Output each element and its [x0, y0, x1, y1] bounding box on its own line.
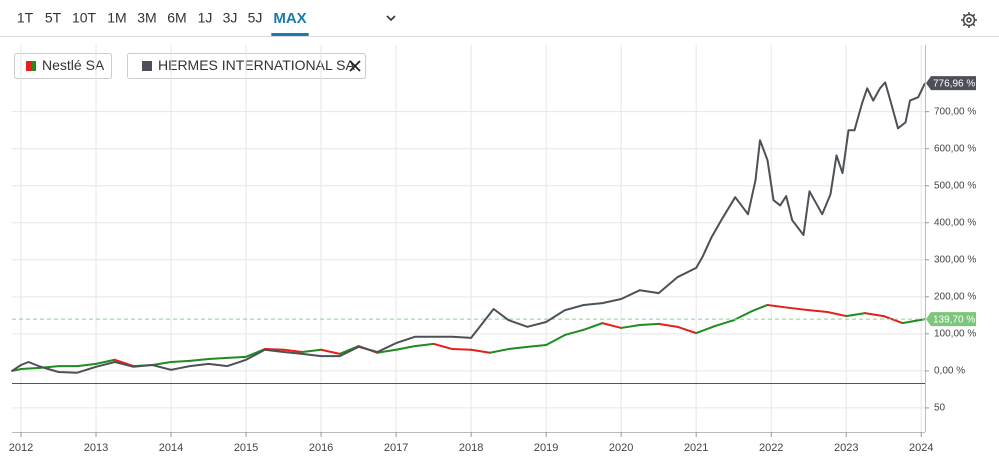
range-tab[interactable]: 1J	[198, 10, 213, 26]
value-label: 139,70 %	[933, 314, 975, 325]
line-segment	[376, 348, 398, 354]
x-tick-label: 2012	[9, 442, 33, 454]
series-line	[11, 81, 926, 374]
value-label-box	[926, 76, 976, 91]
line-segment	[807, 309, 829, 314]
y-tick-label: 600,00 %	[934, 143, 976, 154]
range-tab[interactable]: 6M	[167, 10, 186, 26]
range-tab[interactable]: MAX	[273, 10, 306, 27]
line-segment	[863, 312, 885, 318]
settings-icon[interactable]	[961, 12, 977, 28]
range-tab[interactable]: 10T	[72, 10, 97, 26]
line-segment	[432, 342, 454, 351]
remove-icon[interactable]	[349, 60, 361, 72]
line-segment	[676, 325, 698, 335]
line-segment	[732, 309, 754, 322]
x-tick-label: 2019	[534, 442, 558, 454]
plot-area	[11, 45, 926, 432]
y-tick-label: 300,00 %	[934, 254, 976, 265]
line-segment	[563, 328, 585, 336]
range-tab[interactable]: 5J	[248, 10, 263, 26]
line-segment	[695, 325, 716, 335]
legend-label: HERMES INTERNATIONAL SA	[158, 57, 355, 73]
legend-swatch	[26, 61, 31, 71]
line-segment	[601, 322, 623, 329]
value-label: 776,96 %	[933, 78, 975, 89]
legend: Nestlé SA HERMES INTERNATIONAL SA	[14, 53, 366, 79]
line-segment	[226, 355, 248, 359]
y-tick-label: 400,00 %	[934, 217, 976, 228]
line-segment	[845, 312, 866, 318]
x-tick-label: 2014	[159, 442, 183, 454]
range-tab[interactable]: 1M	[107, 10, 126, 26]
line-segment	[188, 358, 210, 362]
y-tick-label: 700,00 %	[934, 106, 976, 117]
line-segment	[170, 359, 191, 364]
x-tick-label: 2023	[834, 442, 858, 454]
legend-label: Nestlé SA	[42, 57, 105, 73]
line-segment	[638, 322, 660, 326]
line-segment	[751, 303, 769, 312]
legend-swatch	[31, 61, 36, 71]
x-tick-label: 2015	[234, 442, 258, 454]
line-segment	[826, 311, 848, 318]
line-segment	[151, 361, 173, 366]
line-segment	[488, 348, 510, 354]
x-tick-label: 2016	[309, 442, 333, 454]
line-segment	[657, 322, 679, 328]
line-segment	[282, 348, 304, 354]
range-tab[interactable]: 3M	[137, 10, 156, 26]
range-tab[interactable]: 5T	[45, 10, 62, 26]
range-tab[interactable]: 3J	[223, 10, 238, 26]
line-segment	[207, 356, 229, 361]
line-segment	[301, 348, 323, 354]
x-tick-label: 2020	[609, 442, 633, 454]
range-tab[interactable]: 1T	[17, 10, 34, 26]
line-segment	[320, 348, 341, 355]
line-segment	[882, 315, 904, 325]
line-segment	[470, 348, 491, 354]
line-segment	[582, 322, 604, 331]
dropdown-chevron[interactable]	[386, 15, 396, 22]
line-segment	[713, 319, 735, 328]
active-tab-underline	[271, 33, 309, 36]
y-tick-label: 0,00 %	[934, 366, 965, 377]
line-segment	[901, 318, 926, 325]
line-segment	[526, 343, 548, 348]
line-segment	[620, 323, 641, 329]
y-tick-label: 200,00 %	[934, 291, 976, 302]
line-segment	[20, 366, 41, 371]
line-segment	[788, 306, 810, 312]
legend-swatch	[142, 61, 152, 71]
legend-chip[interactable]	[14, 53, 112, 79]
y-tick-label: 500,00 %	[934, 180, 976, 191]
line-segment	[545, 333, 566, 346]
line-segment	[95, 358, 116, 365]
line-segment	[76, 362, 98, 368]
line-segment	[451, 348, 473, 351]
x-tick-label: 2022	[759, 442, 783, 454]
line-segment	[766, 303, 791, 309]
line-segment	[507, 345, 529, 351]
x-tick-label: 2017	[384, 442, 408, 454]
x-tick-label: 2018	[459, 442, 483, 454]
x-tick-label: 2024	[909, 442, 933, 454]
y-tick-label: 100,00 %	[934, 329, 976, 340]
x-tick-label: 2021	[684, 442, 708, 454]
value-label-box	[926, 312, 976, 327]
line-segment	[395, 345, 416, 351]
y-tick-label: 50	[934, 403, 946, 414]
line-segment	[413, 342, 435, 348]
x-tick-label: 2013	[84, 442, 108, 454]
